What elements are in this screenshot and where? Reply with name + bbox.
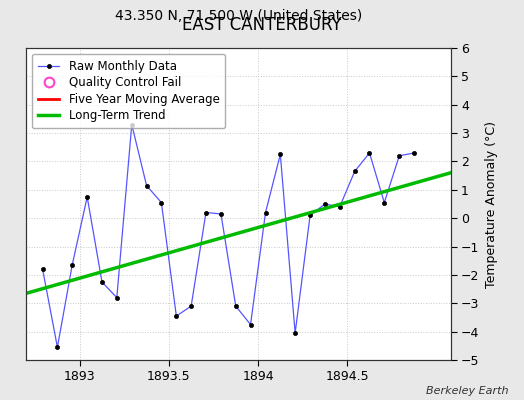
Title: 43.350 N, 71.500 W (United States): 43.350 N, 71.500 W (United States): [115, 9, 362, 23]
Raw Monthly Data: [144, 183, 150, 188]
Raw Monthly Data: [381, 200, 387, 205]
Legend: Raw Monthly Data, Quality Control Fail, Five Year Moving Average, Long-Term Tren: Raw Monthly Data, Quality Control Fail, …: [32, 54, 225, 128]
Raw Monthly Data: [322, 202, 328, 206]
Raw Monthly Data: [84, 194, 90, 199]
Raw Monthly Data: [128, 122, 135, 127]
Raw Monthly Data: [277, 152, 283, 157]
Raw Monthly Data: [352, 169, 358, 174]
Raw Monthly Data: [158, 200, 165, 205]
Raw Monthly Data: [233, 304, 239, 308]
Raw Monthly Data: [292, 331, 298, 336]
Raw Monthly Data: [188, 304, 194, 308]
Raw Monthly Data: [247, 322, 254, 327]
Raw Monthly Data: [54, 345, 61, 350]
Raw Monthly Data: [39, 267, 46, 272]
Raw Monthly Data: [307, 213, 313, 218]
Raw Monthly Data: [99, 280, 105, 284]
Raw Monthly Data: [396, 153, 402, 158]
Raw Monthly Data: [411, 150, 417, 155]
Raw Monthly Data: [69, 262, 75, 267]
Text: Berkeley Earth: Berkeley Earth: [426, 386, 508, 396]
Raw Monthly Data: [218, 212, 224, 216]
Raw Monthly Data: [336, 204, 343, 209]
Line: Raw Monthly Data: Raw Monthly Data: [40, 122, 416, 349]
Raw Monthly Data: [173, 314, 180, 318]
Text: EAST CANTERBURY: EAST CANTERBURY: [182, 16, 342, 34]
Raw Monthly Data: [114, 295, 120, 300]
Y-axis label: Temperature Anomaly (°C): Temperature Anomaly (°C): [485, 120, 498, 288]
Raw Monthly Data: [203, 210, 209, 215]
Raw Monthly Data: [263, 210, 269, 215]
Raw Monthly Data: [366, 150, 373, 155]
